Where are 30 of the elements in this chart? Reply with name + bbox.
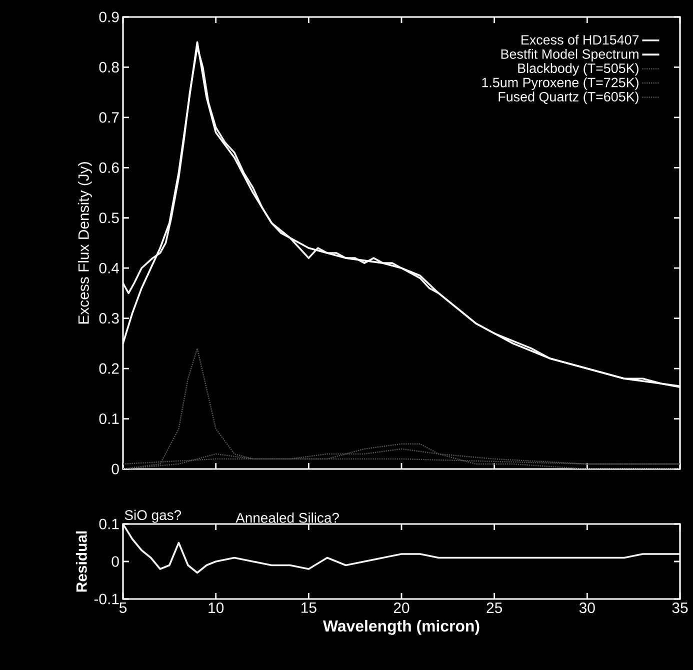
legend-label: Excess of HD15407 <box>522 34 639 45</box>
y-tick-label: 0.8 <box>99 62 119 72</box>
y-tick-label: 0.1 <box>99 518 119 530</box>
y-tick-label: 0.1 <box>99 413 119 424</box>
legend-label: Fused Quartz (T=605K) <box>498 92 638 104</box>
x-tick-label: 5 <box>119 602 127 613</box>
y-tick-label: 0.5 <box>99 212 119 224</box>
y-axis-title: Excess Flux Density (Jy) <box>78 162 92 324</box>
y-tick-label: 0 <box>112 556 119 567</box>
x-tick-label: 35 <box>672 602 688 614</box>
text: Annealed Silica? <box>236 512 339 523</box>
y-tick-label: 0.9 <box>99 12 119 22</box>
y-tick-label: 0.2 <box>99 363 119 374</box>
y-tick-label: -0.1 <box>94 594 119 604</box>
y-tick-label: 0 <box>112 464 119 474</box>
legend-label: 1.5um Pyroxene (T=725K) <box>482 77 638 90</box>
legend-label: Blackbody (T=505K) <box>518 63 638 76</box>
text: SiO gas? <box>124 510 182 523</box>
x-tick-label: 30 <box>579 602 595 614</box>
y-tick-label: 0.4 <box>99 262 120 274</box>
y-tick-label: 0.3 <box>99 313 119 324</box>
y-tick-label: 0.7 <box>99 112 119 123</box>
x-tick-label: 20 <box>394 602 410 614</box>
y-tick-label: 0.6 <box>99 162 119 173</box>
x-tick-label: 10 <box>208 602 224 614</box>
y-axis-title: Residual <box>76 531 87 592</box>
x-tick-label: 15 <box>302 602 316 613</box>
x-tick-label: 25 <box>486 602 502 614</box>
legend-label: Bestfit Model Spectrum <box>501 48 638 62</box>
x-axis-title: Wavelength (micron) <box>322 620 480 635</box>
